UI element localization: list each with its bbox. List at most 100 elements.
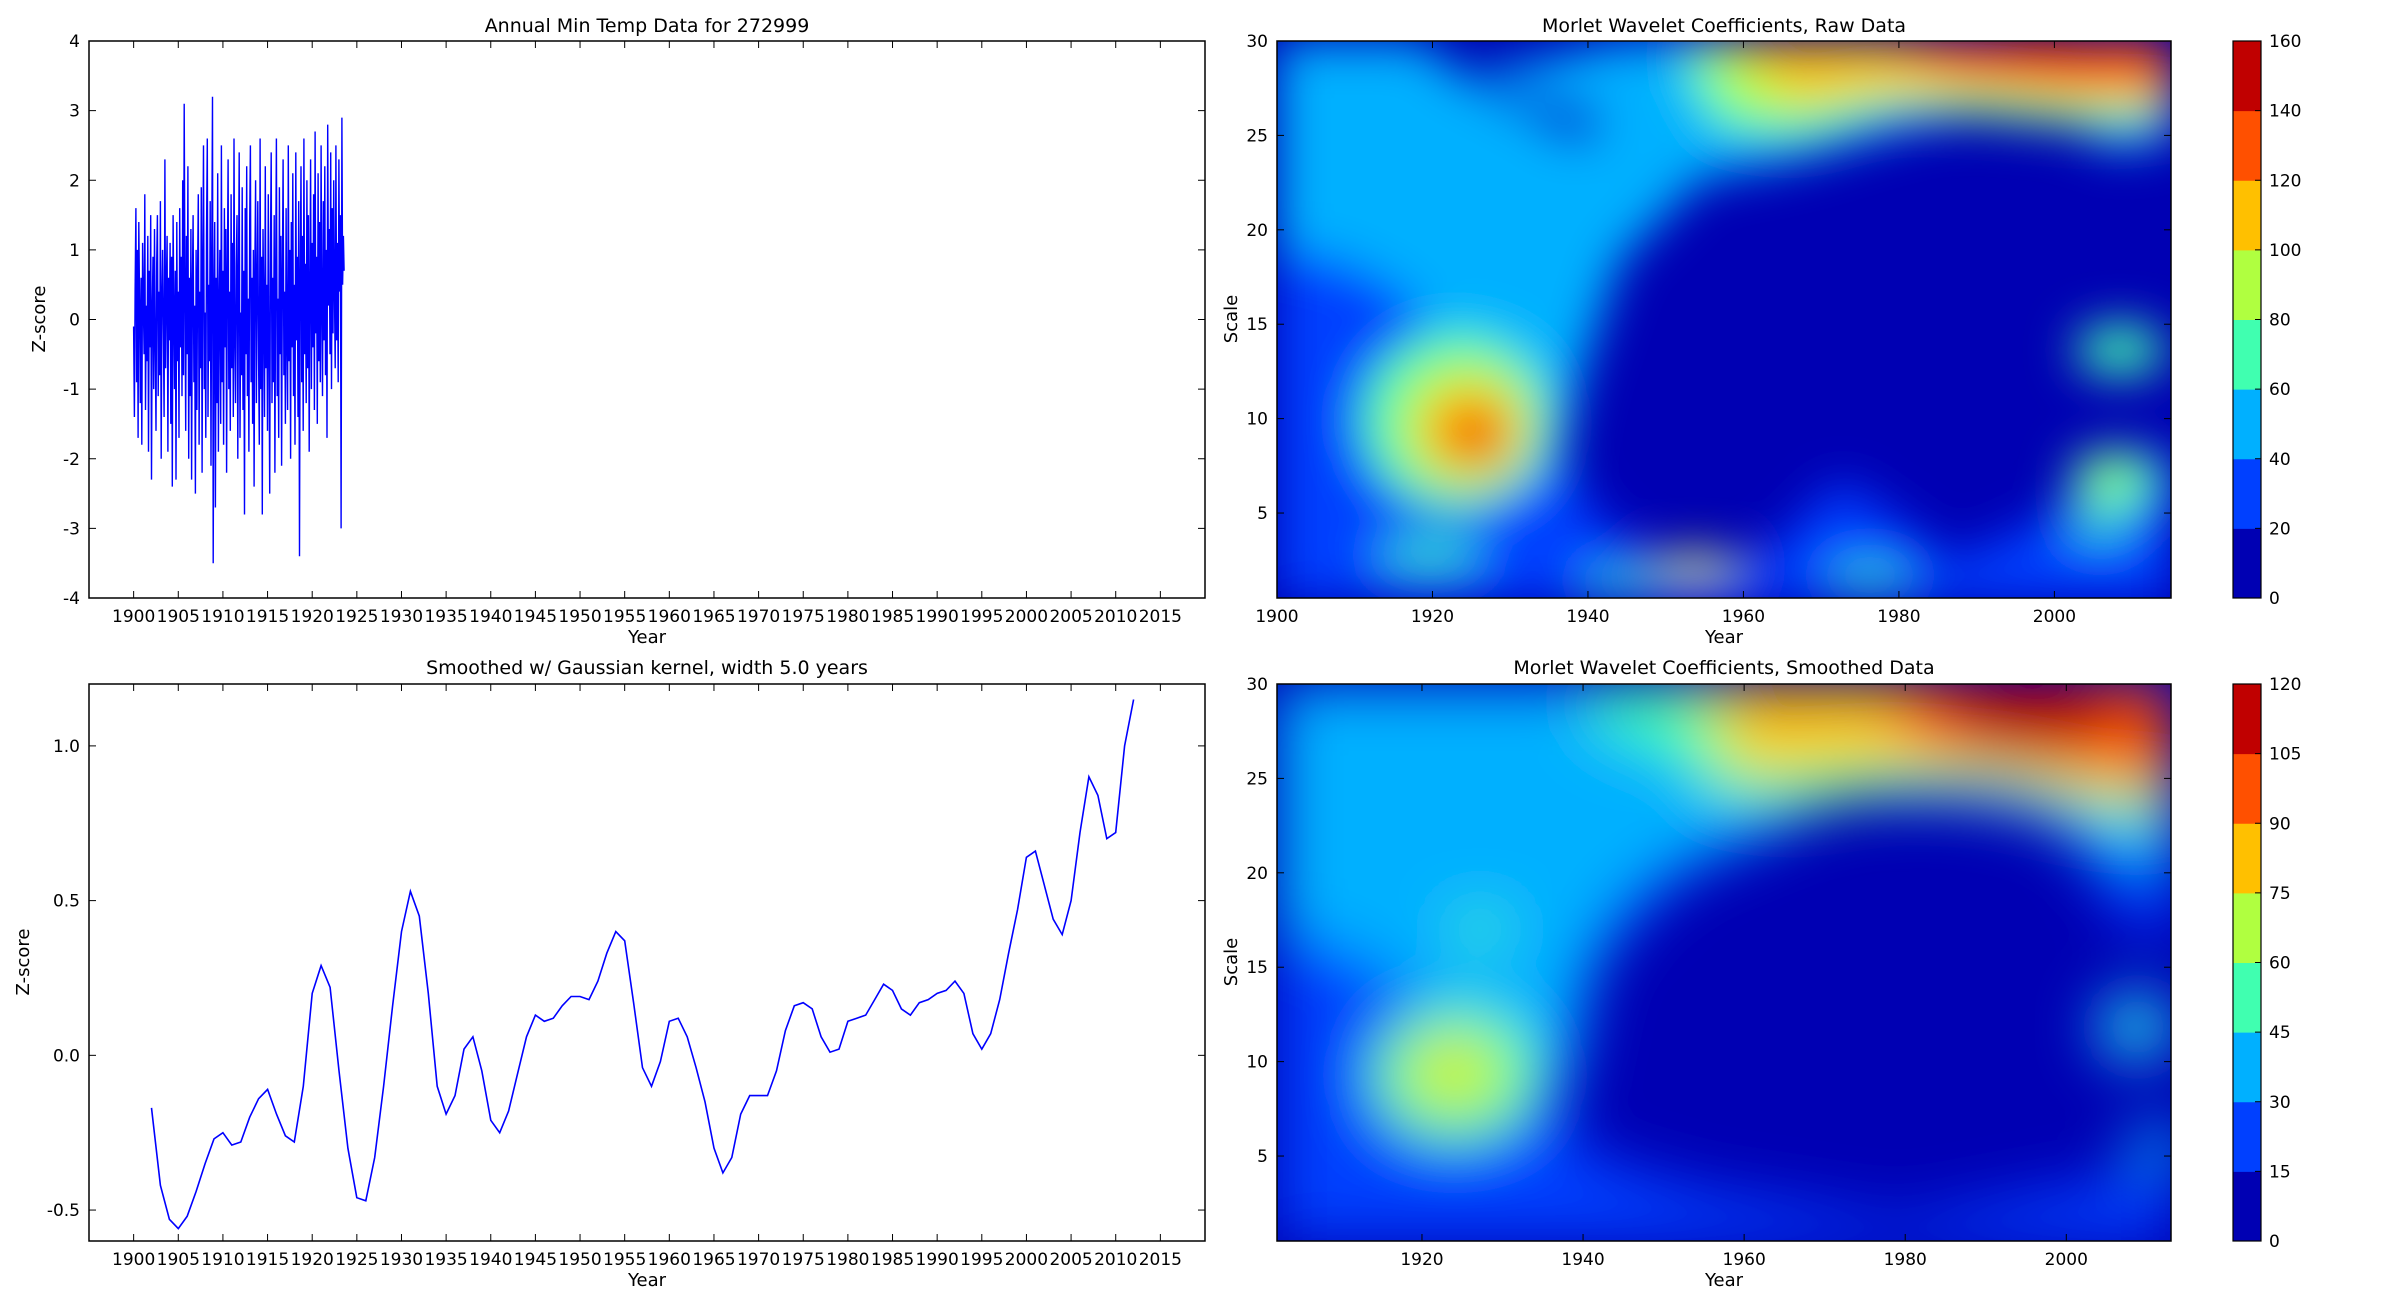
raw-timeseries-xtick-label: 1955 bbox=[603, 607, 646, 627]
smoothed-wavelet-colorbar-band bbox=[2233, 1032, 2261, 1103]
raw-timeseries-xtick-label: 1915 bbox=[246, 607, 289, 627]
raw-wavelet-colorbar-label: 60 bbox=[2269, 380, 2291, 400]
smoothed-wavelet-colorbar-label: 75 bbox=[2269, 884, 2291, 904]
raw-wavelet-ytick-label: 30 bbox=[1246, 32, 1268, 52]
smoothed-wavelet-colorbar-label: 120 bbox=[2269, 675, 2301, 695]
raw-timeseries-ylabel: Z-score bbox=[29, 286, 50, 353]
smoothed-wavelet-ytick-label: 25 bbox=[1246, 769, 1268, 789]
raw-series-line bbox=[132, 96, 345, 564]
raw-timeseries-xlabel: Year bbox=[627, 627, 667, 648]
smoothed-wavelet-colorbar-band bbox=[2233, 1101, 2261, 1172]
raw-timeseries-xtick-label: 2010 bbox=[1094, 607, 1137, 627]
smoothed-timeseries-ytick-label: 0.0 bbox=[53, 1046, 80, 1066]
smoothed-timeseries-xtick-label: 1960 bbox=[648, 1250, 691, 1270]
raw-wavelet-ylabel: Scale bbox=[1221, 295, 1242, 343]
smoothed-timeseries-xtick-label: 1950 bbox=[558, 1250, 601, 1270]
raw-wavelet-colorbar-band bbox=[2233, 389, 2261, 460]
raw-timeseries-xtick-label: 2000 bbox=[1005, 607, 1048, 627]
raw-timeseries-xtick-label: 1995 bbox=[960, 607, 1003, 627]
smoothed-timeseries-xtick-label: 1935 bbox=[424, 1250, 467, 1270]
raw-wavelet-ytick-label: 15 bbox=[1246, 315, 1268, 335]
smoothed-timeseries-xtick-label: 2015 bbox=[1139, 1250, 1182, 1270]
raw-wavelet-colorbar-band bbox=[2233, 180, 2261, 251]
smoothed-wavelet-xtick-label: 1940 bbox=[1561, 1250, 1604, 1270]
smoothed-timeseries-xtick-label: 2005 bbox=[1049, 1250, 1092, 1270]
raw-timeseries-xtick-label: 1985 bbox=[871, 607, 914, 627]
raw-timeseries-xtick-label: 1980 bbox=[826, 607, 869, 627]
smoothed-timeseries-xtick-label: 1965 bbox=[692, 1250, 735, 1270]
raw-wavelet-fill bbox=[1277, 41, 2171, 598]
smoothed-wavelet-xtick-label: 1920 bbox=[1400, 1250, 1443, 1270]
raw-wavelet-ytick-label: 20 bbox=[1246, 221, 1268, 241]
raw-timeseries-xtick-label: 1950 bbox=[558, 607, 601, 627]
raw-timeseries-xtick-label: 1900 bbox=[112, 607, 155, 627]
smoothed-timeseries-xtick-label: 1925 bbox=[335, 1250, 378, 1270]
smoothed-wavelet-colorbar-label: 30 bbox=[2269, 1093, 2291, 1113]
raw-timeseries-xtick-label: 2015 bbox=[1139, 607, 1182, 627]
smoothed-wavelet-xtick-label: 1960 bbox=[1723, 1250, 1766, 1270]
smoothed-wavelet-colorbar-label: 90 bbox=[2269, 814, 2291, 834]
raw-wavelet-ytick-label: 25 bbox=[1246, 126, 1268, 146]
raw-timeseries-xtick-label: 1940 bbox=[469, 607, 512, 627]
smoothed-wavelet-ytick-label: 30 bbox=[1246, 675, 1268, 695]
raw-wavelet-colorbar-label: 120 bbox=[2269, 171, 2301, 191]
raw-timeseries-ytick-label: -2 bbox=[63, 450, 80, 470]
raw-wavelet-xtick-label: 1940 bbox=[1566, 607, 1609, 627]
raw-timeseries-ytick-label: 4 bbox=[69, 32, 80, 52]
smoothed-timeseries-xtick-label: 1905 bbox=[157, 1250, 200, 1270]
raw-wavelet-colorbar-label: 140 bbox=[2269, 102, 2301, 122]
smoothed-timeseries-xtick-label: 2010 bbox=[1094, 1250, 1137, 1270]
smoothed-timeseries-xtick-label: 1940 bbox=[469, 1250, 512, 1270]
raw-timeseries-xtick-label: 1965 bbox=[692, 607, 735, 627]
smoothed-timeseries-xtick-label: 1980 bbox=[826, 1250, 869, 1270]
smoothed-wavelet-colorbar-band bbox=[2233, 962, 2261, 1033]
raw-wavelet-colorbar-label: 20 bbox=[2269, 519, 2291, 539]
raw-wavelet-xtick-label: 1920 bbox=[1411, 607, 1454, 627]
raw-wavelet-colorbar-band bbox=[2233, 110, 2261, 181]
raw-timeseries-xtick-label: 1930 bbox=[380, 607, 423, 627]
smoothed-timeseries-xtick-label: 1970 bbox=[737, 1250, 780, 1270]
smoothed-timeseries-xtick-label: 1955 bbox=[603, 1250, 646, 1270]
raw-timeseries-title: Annual Min Temp Data for 272999 bbox=[485, 15, 810, 37]
raw-wavelet-xtick-label: 2000 bbox=[2033, 607, 2076, 627]
smoothed-wavelet-xlabel: Year bbox=[1704, 1270, 1744, 1291]
smoothed-timeseries-title: Smoothed w/ Gaussian kernel, width 5.0 y… bbox=[426, 657, 868, 679]
smoothed-timeseries-ylabel: Z-score bbox=[13, 929, 34, 996]
smoothed-wavelet-colorbar: 0 15 30 45 60 75 90 105 120 bbox=[2232, 675, 2301, 1252]
raw-timeseries-ytick-label: -4 bbox=[63, 589, 80, 609]
smoothed-wavelet-panel: Morlet Wavelet Coefficients, Smoothed Da… bbox=[1221, 657, 2301, 1291]
smoothed-wavelet-colorbar-label: 60 bbox=[2269, 954, 2291, 974]
raw-timeseries-xtick-label: 1920 bbox=[291, 607, 334, 627]
raw-wavelet-panel: Morlet Wavelet Coefficients, Raw Data bbox=[1221, 15, 2301, 648]
smoothed-wavelet-colorbar-label: 105 bbox=[2269, 745, 2301, 765]
raw-wavelet-colorbar-band bbox=[2233, 458, 2261, 529]
raw-timeseries-ytick-label: -1 bbox=[63, 380, 80, 400]
smoothed-timeseries-ytick-label: -0.5 bbox=[47, 1201, 80, 1221]
raw-timeseries-xtick-label: 1945 bbox=[514, 607, 557, 627]
raw-wavelet-colorbar-label: 40 bbox=[2269, 450, 2291, 470]
raw-timeseries-ytick-label: 2 bbox=[69, 171, 80, 191]
raw-wavelet-xtick-label: 1960 bbox=[1722, 607, 1765, 627]
smoothed-timeseries-xtick-label: 1990 bbox=[916, 1250, 959, 1270]
raw-timeseries-xtick-label: 1975 bbox=[782, 607, 825, 627]
smoothed-wavelet-ytick-label: 20 bbox=[1246, 864, 1268, 884]
smoothed-timeseries-ytick-label: 0.5 bbox=[53, 892, 80, 912]
raw-wavelet-xtick-label: 1980 bbox=[1877, 607, 1920, 627]
smoothed-timeseries-frame bbox=[88, 683, 1206, 1242]
raw-wavelet-colorbar-band bbox=[2233, 528, 2261, 599]
raw-timeseries-xtick-label: 2005 bbox=[1049, 607, 1092, 627]
raw-timeseries-panel: Annual Min Temp Data for 272999 1900 1905… bbox=[29, 15, 1206, 648]
raw-timeseries-ytick-label: 1 bbox=[69, 241, 80, 261]
smoothed-wavelet-colorbar-label: 15 bbox=[2269, 1162, 2291, 1182]
raw-wavelet-colorbar-label: 100 bbox=[2269, 241, 2301, 261]
raw-wavelet-frame bbox=[1276, 40, 2172, 599]
smoothed-timeseries-xtick-label: 1975 bbox=[782, 1250, 825, 1270]
raw-wavelet-ytick-label: 10 bbox=[1246, 410, 1268, 430]
smoothed-wavelet-colorbar-band bbox=[2233, 1171, 2261, 1242]
raw-wavelet-title: Morlet Wavelet Coefficients, Raw Data bbox=[1542, 15, 1906, 37]
smoothed-timeseries-xtick-label: 2000 bbox=[1005, 1250, 1048, 1270]
raw-timeseries-xtick-label: 1925 bbox=[335, 607, 378, 627]
smoothed-wavelet-ytick-label: 15 bbox=[1246, 958, 1268, 978]
raw-wavelet-xlabel: Year bbox=[1704, 627, 1744, 648]
